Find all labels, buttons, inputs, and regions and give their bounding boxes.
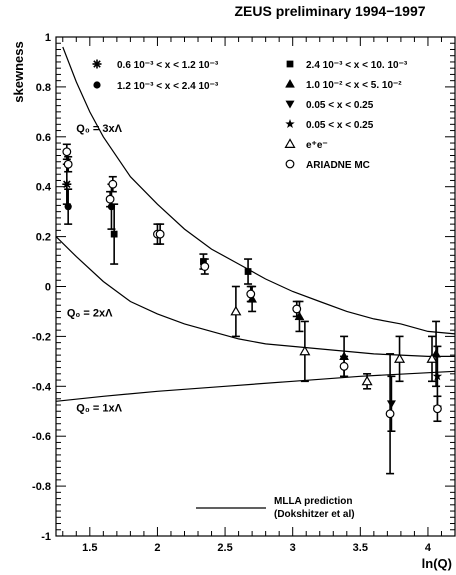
circle-open-marker	[62, 147, 72, 157]
y-axis-label: skewness	[11, 41, 26, 102]
data-point	[426, 335, 438, 383]
star-marker	[432, 371, 443, 381]
triangle-up-open-marker	[230, 305, 242, 316]
data-point	[62, 163, 72, 205]
x-tick-label: 3	[290, 542, 296, 554]
triangle-up-open-marker	[426, 353, 438, 363]
circle-open-marker	[108, 179, 118, 189]
data-point	[299, 320, 311, 383]
data-point	[108, 175, 118, 193]
data-point	[63, 155, 73, 173]
y-tick-label: 0.4	[36, 182, 52, 194]
data-point	[339, 355, 349, 378]
y-tick-label: -0.4	[32, 381, 52, 393]
data-point	[292, 300, 302, 318]
circle-open-marker	[339, 361, 349, 371]
triangle-up-filled-marker	[247, 293, 258, 303]
legend-label: ARIADNE MC	[306, 160, 370, 171]
triangle-up-open-marker	[361, 375, 373, 386]
y-tick-label: 1	[45, 32, 51, 44]
mlla-curves: Q₀ = 3xΛ Q₀ = 2xΛ Q₀ = 1xΛ	[55, 46, 456, 414]
asterisk-marker	[63, 180, 71, 188]
x-tick-label: 1.5	[82, 542, 97, 554]
y-tick-label: -1	[41, 531, 51, 543]
legend-label: 0.6 10⁻³ < x < 1.2 10⁻³	[117, 60, 219, 71]
data-point	[64, 188, 73, 225]
x-tick-label: 3.5	[353, 542, 368, 554]
legend-label: 1.0 10⁻² < x < 5. 10⁻²	[306, 80, 402, 91]
circle-open-marker	[432, 404, 442, 414]
legend-label: 1.2 10⁻³ < x < 2.4 10⁻³	[117, 81, 219, 92]
y-tick-label: -0.2	[32, 331, 51, 343]
data-point	[110, 203, 119, 265]
legend-label: e⁺e⁻	[306, 140, 328, 151]
x-tick-label: 4	[425, 542, 432, 554]
y-tick-label: -0.8	[32, 481, 51, 493]
legend-marker	[93, 81, 101, 89]
data-point	[230, 285, 242, 338]
legend: 0.6 10⁻³ < x < 1.2 10⁻³ 1.2 10⁻³ < x < 2.…	[92, 59, 408, 520]
y-tick-label: 0.2	[36, 232, 51, 244]
legend-label: 2.4 10⁻³ < x < 10. 10⁻³	[306, 60, 408, 71]
legend-marker	[285, 78, 295, 88]
data-point	[394, 335, 406, 383]
legend-marker	[286, 60, 294, 68]
data-point	[361, 373, 373, 390]
circle-open-marker	[200, 262, 210, 271]
square-filled-marker	[110, 230, 118, 238]
legend-line-label: (Dokshitzer et al)	[274, 509, 355, 520]
data-point	[385, 353, 395, 475]
x-axis-label: ln(Q)	[422, 556, 452, 571]
circle-open-marker	[155, 229, 165, 239]
legend-marker	[285, 159, 295, 169]
data-point	[432, 395, 442, 423]
square-filled-marker	[200, 258, 207, 265]
circle-open-marker	[63, 159, 73, 169]
square-filled-marker	[244, 268, 252, 275]
legend-marker	[285, 119, 295, 128]
y-tick-label: 0.6	[36, 132, 51, 144]
triangle-up-filled-marker	[431, 348, 441, 358]
mlla-curve	[62, 46, 456, 335]
data-point	[244, 258, 253, 285]
curve-label: Q₀ = 1xΛ	[76, 402, 122, 414]
data-points	[62, 143, 443, 475]
x-tick-label: 2	[154, 542, 160, 554]
triangle-down-filled-marker	[386, 400, 396, 409]
data-point	[246, 285, 256, 303]
mlla-curve	[55, 236, 455, 357]
y-tick-label: 0.8	[36, 82, 51, 94]
legend-label: 0.05 < x < 0.25	[306, 120, 374, 131]
legend-marker	[284, 138, 296, 148]
legend-line-label: MLLA prediction	[274, 496, 353, 507]
data-point	[62, 143, 72, 161]
legend-marker	[285, 100, 295, 109]
x-tick-label: 2.5	[217, 542, 232, 554]
y-tick-label: -0.6	[32, 431, 51, 443]
circle-open-marker	[292, 304, 302, 314]
curve-label: Q₀ = 2xΛ	[67, 307, 113, 319]
data-point	[200, 258, 210, 275]
triangle-up-open-marker	[394, 353, 406, 363]
legend-label: 0.05 < x < 0.25	[306, 100, 374, 111]
chart-title: ZEUS preliminary 1994−1997	[234, 3, 425, 19]
mlla-curve	[55, 370, 456, 402]
circle-open-marker	[385, 409, 395, 419]
curve-label: Q₀ = 3xΛ	[76, 123, 122, 135]
legend-marker	[93, 60, 101, 68]
triangle-up-open-marker	[299, 345, 311, 356]
data-point	[155, 223, 165, 245]
circle-open-marker	[105, 194, 115, 204]
axis-ticks: 1.5 2 2.5 3 3.5 4 1 0.8 0.6 0.4 0.2 0 -0.2 -0.4 -0.6 -0…	[32, 32, 456, 554]
circle-filled-marker	[64, 203, 72, 211]
data-point	[386, 375, 396, 433]
y-tick-label: 0	[45, 282, 51, 294]
circle-open-marker	[246, 289, 256, 299]
